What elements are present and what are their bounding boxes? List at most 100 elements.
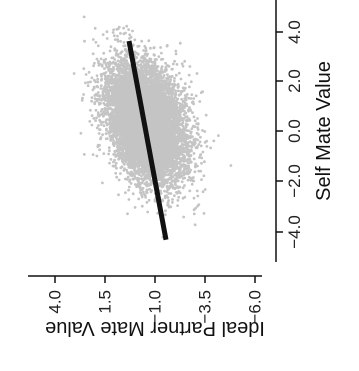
data-point xyxy=(97,124,100,127)
data-point xyxy=(193,170,197,174)
data-point xyxy=(179,77,183,81)
data-point xyxy=(203,160,206,164)
data-point xyxy=(126,212,129,216)
data-point xyxy=(97,101,101,105)
data-point xyxy=(182,215,186,219)
data-point xyxy=(176,89,180,93)
data-point xyxy=(201,190,205,194)
data-point xyxy=(108,149,111,153)
data-point xyxy=(133,206,137,209)
data-point xyxy=(117,25,121,29)
data-point xyxy=(194,162,198,166)
data-point xyxy=(164,209,167,213)
data-point xyxy=(92,64,95,68)
scatter-points xyxy=(72,15,233,239)
data-point xyxy=(114,161,118,165)
data-point xyxy=(110,56,114,60)
data-point xyxy=(95,57,99,61)
data-point xyxy=(96,111,100,114)
data-point xyxy=(198,156,201,159)
data-point xyxy=(190,93,194,96)
data-point xyxy=(185,93,189,96)
data-point xyxy=(102,124,106,128)
data-point xyxy=(119,32,122,35)
data-point xyxy=(113,72,116,76)
data-point xyxy=(90,99,93,103)
data-point xyxy=(181,64,185,68)
data-point xyxy=(125,177,129,181)
data-point xyxy=(187,73,191,77)
data-point xyxy=(186,178,190,182)
data-point xyxy=(189,97,193,100)
data-point xyxy=(147,39,151,43)
data-point xyxy=(107,131,111,135)
data-point xyxy=(120,50,124,53)
data-point xyxy=(196,194,200,198)
data-point xyxy=(152,46,156,49)
data-point xyxy=(193,223,197,227)
data-point xyxy=(167,192,171,195)
data-point xyxy=(141,190,145,194)
data-point xyxy=(82,15,86,19)
data-point xyxy=(72,72,76,75)
data-point xyxy=(163,189,166,193)
data-point xyxy=(86,81,90,84)
data-point xyxy=(176,199,180,202)
data-point xyxy=(183,195,187,199)
data-point xyxy=(197,143,201,146)
data-point xyxy=(192,115,196,119)
data-point xyxy=(128,37,131,40)
data-point xyxy=(173,194,176,198)
data-point xyxy=(104,132,108,136)
data-point xyxy=(217,134,220,138)
data-point xyxy=(188,189,192,193)
data-point xyxy=(119,56,123,59)
data-point xyxy=(174,52,178,56)
data-point xyxy=(96,91,100,94)
data-point xyxy=(156,69,159,72)
data-point xyxy=(172,79,176,83)
data-point xyxy=(168,181,172,185)
data-point xyxy=(95,126,99,130)
data-point xyxy=(129,182,133,185)
data-point xyxy=(101,33,105,36)
data-point xyxy=(96,77,100,81)
data-point xyxy=(107,152,110,156)
data-point xyxy=(189,80,193,84)
data-point xyxy=(128,178,132,182)
data-point xyxy=(140,39,144,43)
data-point xyxy=(197,169,201,173)
data-point xyxy=(192,152,196,155)
data-point xyxy=(194,165,197,169)
data-point xyxy=(143,44,147,48)
data-point xyxy=(113,58,117,61)
data-point xyxy=(122,169,126,172)
data-point xyxy=(87,70,91,74)
data-point xyxy=(193,119,197,123)
data-point xyxy=(116,34,119,38)
data-point xyxy=(93,61,96,65)
data-point xyxy=(99,136,103,139)
data-point xyxy=(82,67,86,70)
data-point xyxy=(136,52,140,56)
data-point xyxy=(99,87,103,90)
data-point xyxy=(192,179,196,183)
data-point xyxy=(128,33,132,37)
data-point xyxy=(107,146,111,150)
data-point xyxy=(196,117,199,120)
data-point xyxy=(102,152,106,156)
data-point xyxy=(142,49,146,52)
data-point xyxy=(181,186,185,190)
data-point xyxy=(140,204,144,208)
data-point xyxy=(195,189,199,193)
data-point xyxy=(112,65,115,69)
data-point xyxy=(108,49,112,53)
data-point xyxy=(147,198,151,202)
data-point xyxy=(196,138,200,142)
data-point xyxy=(187,175,191,179)
data-point xyxy=(131,192,135,196)
data-point xyxy=(167,199,171,202)
data-point xyxy=(124,191,127,195)
data-point xyxy=(202,212,206,215)
data-point xyxy=(183,82,187,86)
